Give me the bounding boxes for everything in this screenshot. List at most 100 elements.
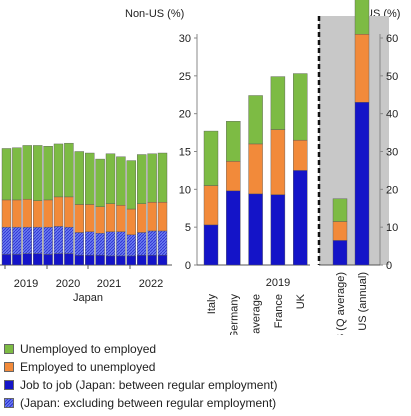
legend-item-jj: Job to job (Japan: between regular emplo… xyxy=(4,376,404,394)
japan-bar-eu xyxy=(147,201,157,232)
country-category-label: Italy xyxy=(206,294,218,315)
us-bar-ue xyxy=(354,0,370,35)
legend-label: (Japan: excluding between regular employ… xyxy=(20,396,277,410)
japan-year-label: 2022 xyxy=(139,278,163,290)
japan-bar-eu xyxy=(157,201,168,232)
japan-bar-ue xyxy=(43,146,53,201)
us-bar-jj xyxy=(332,240,348,266)
japan-bar-jx xyxy=(136,232,147,256)
japan-bar-jx xyxy=(84,231,95,256)
left-axis-tick-label: 0 xyxy=(185,260,191,272)
left-axis-tick-label: 15 xyxy=(179,147,191,159)
japan-year-label: 2019 xyxy=(14,278,38,290)
japan-bar-eu xyxy=(84,204,95,232)
japan-bar-eu xyxy=(33,200,43,228)
japan-bar-ue xyxy=(74,151,85,205)
us-bar-jj xyxy=(354,102,370,266)
japan-bar-jx xyxy=(116,231,126,257)
japan-bar-eu xyxy=(12,199,22,228)
japan-bar-jx xyxy=(1,226,12,255)
country-bar-eu xyxy=(248,143,263,195)
country-bar-jj xyxy=(293,170,308,266)
japan-bar-eu xyxy=(74,204,85,233)
japan-bar-jj xyxy=(1,254,12,266)
japan-bar-jj xyxy=(95,254,105,266)
japan-bar-jx xyxy=(22,226,32,254)
right-axis-tick-label: 10 xyxy=(386,222,398,234)
japan-bar-jx xyxy=(105,231,116,257)
japan-bar-ue xyxy=(84,152,95,205)
japan-bar-eu xyxy=(43,199,53,228)
japan-panel-title: Japan xyxy=(73,292,103,304)
japan-bar-ue xyxy=(1,148,12,201)
japan-bar-jx xyxy=(95,233,105,256)
japan-bar-jj xyxy=(116,255,126,266)
country-bar-ue xyxy=(293,73,308,141)
japan-bar-ue xyxy=(22,145,32,200)
japan-bar-jx xyxy=(147,230,157,256)
country-bar-jj xyxy=(248,193,263,266)
japan-bar-ue xyxy=(105,153,116,204)
left-axis-tick-label: 10 xyxy=(179,184,191,196)
left-axis-tick-label: 20 xyxy=(179,109,191,121)
japan-bar-ue xyxy=(136,154,147,204)
japan-bar-jx xyxy=(74,232,85,256)
right-axis-tick-label: 0 xyxy=(386,260,392,272)
countries-year-label: 2019 xyxy=(266,277,290,289)
country-category-label: Germany xyxy=(228,294,240,335)
job-flows-chart: Non-US (%) US (%) Japan 0510152025300102… xyxy=(0,0,400,335)
japan-bar-jj xyxy=(64,253,74,266)
japan-bar-eu xyxy=(53,196,64,227)
country-bar-ue xyxy=(270,76,286,130)
left-axis-tick-label: 25 xyxy=(179,71,191,83)
us-bar-eu xyxy=(332,221,348,241)
japan-bar-eu xyxy=(136,203,147,233)
japan-bar-eu xyxy=(116,205,126,232)
left-axis-tick-label: 5 xyxy=(185,222,191,234)
country-category-label: France xyxy=(273,294,285,328)
japan-bar-jx xyxy=(53,226,64,254)
japan-bar-jj xyxy=(126,255,137,266)
japan-bar-ue xyxy=(64,142,74,198)
japan-bar-eu xyxy=(1,199,12,228)
japan-bar-jx xyxy=(157,230,168,256)
legend-swatch xyxy=(4,362,14,372)
japan-bar-jj xyxy=(22,253,32,266)
left-axis-title: Non-US (%) xyxy=(125,8,184,20)
us-category-label: US (Q average) xyxy=(335,272,347,335)
japan-bar-eu xyxy=(22,198,32,228)
japan-bar-ue xyxy=(126,160,137,210)
country-bar-jj xyxy=(203,224,219,266)
japan-bar-ue xyxy=(157,152,168,203)
legend-label: Employed to unemployed xyxy=(20,360,156,374)
right-axis-tick-label: 40 xyxy=(386,109,398,121)
country-bar-eu xyxy=(226,161,241,192)
japan-bar-ue xyxy=(95,158,105,207)
japan-bar-ue xyxy=(12,147,22,201)
left-axis-tick-label: 30 xyxy=(179,33,191,45)
legend-swatch xyxy=(4,380,14,390)
us-bar-ue xyxy=(332,198,348,222)
japan-bar-jj xyxy=(33,253,43,266)
country-bar-eu xyxy=(293,139,308,171)
japan-bar-jj xyxy=(43,254,53,266)
us-bar-eu xyxy=(354,34,370,103)
country-category-label: UK xyxy=(295,293,307,309)
japan-bar-jx xyxy=(43,226,53,255)
japan-year-label: 2020 xyxy=(56,278,80,290)
japan-bar-eu xyxy=(64,196,74,228)
japan-bar-eu xyxy=(95,206,105,234)
japan-bar-ue xyxy=(33,145,43,201)
country-bar-ue xyxy=(248,95,263,145)
japan-bar-jj xyxy=(157,254,168,266)
country-bar-ue xyxy=(226,121,241,162)
japan-year-label: 2021 xyxy=(97,278,121,290)
legend: Unemployed to employed Employed to unempl… xyxy=(4,340,404,412)
japan-bar-jx xyxy=(33,226,43,254)
right-axis-tick-label: 60 xyxy=(386,33,398,45)
right-axis-tick-label: 20 xyxy=(386,184,398,196)
legend-swatch xyxy=(4,398,14,408)
legend-item-jx: (Japan: excluding between regular employ… xyxy=(4,394,404,412)
country-bar-eu xyxy=(270,129,286,195)
japan-bar-jj xyxy=(12,254,22,266)
